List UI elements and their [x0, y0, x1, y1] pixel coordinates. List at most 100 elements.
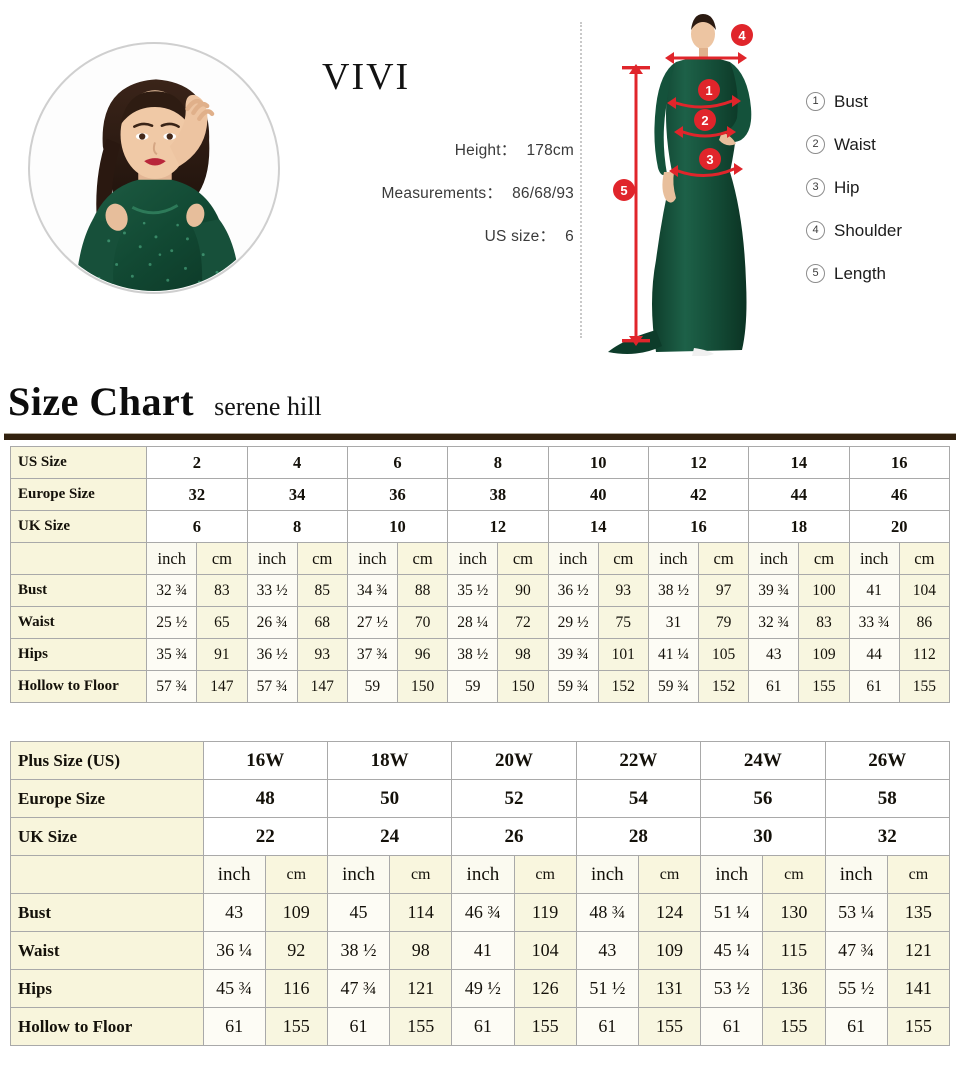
model-info-block: VIVI Height： 178cm Measurements： 86/68/93 …	[312, 58, 574, 267]
unit-header-inch: inch	[848, 542, 900, 575]
size-value: 34	[246, 478, 348, 511]
cell-cm: 116	[264, 969, 328, 1008]
row-label: UK Size	[9, 510, 148, 543]
cell-cm: 85	[296, 574, 348, 607]
cell-cm: 155	[637, 1007, 702, 1046]
cell-cm: 147	[296, 670, 348, 703]
cell-inch: 59	[346, 670, 399, 703]
size-value: 38	[447, 478, 549, 511]
cell-inch: 29 ½	[547, 606, 599, 639]
row-europe-size: Europe Size 48 50 52 54 56 58	[10, 779, 951, 818]
legend-item-hip: 3 Hip	[806, 166, 956, 209]
row-waist: Waist 36 ¼ 92 38 ½ 98 41 104 43 109 45 ¼ 115 47 ¾ 12…	[10, 931, 951, 970]
size-value: 12	[447, 510, 549, 543]
measurement-legend: 1 Bust 2 Waist 3 Hip 4 Shoulder 5 Length	[806, 80, 956, 295]
unit-header-cm: cm	[597, 542, 649, 575]
cell-inch: 44	[848, 638, 900, 671]
cell-cm: 90	[497, 574, 549, 607]
size-value: 20	[848, 510, 951, 543]
cell-cm: 150	[397, 670, 449, 703]
cell-cm: 126	[513, 969, 577, 1008]
cell-cm: 91	[196, 638, 248, 671]
size-value: 18	[748, 510, 850, 543]
cell-inch: 36 ½	[246, 638, 298, 671]
unit-header-cm: cm	[397, 542, 449, 575]
row-label: Hips	[10, 969, 204, 1008]
cell-cm: 119	[513, 893, 577, 932]
cell-cm: 141	[886, 969, 951, 1008]
gown-measurement-illustration: 1 2 3 4 5	[598, 12, 798, 356]
row-label-empty	[10, 855, 204, 894]
cell-inch: 59 ¾	[547, 670, 599, 703]
cell-cm: 109	[637, 931, 702, 970]
unit-header-inch: inch	[447, 542, 499, 575]
size-value: 40	[547, 478, 649, 511]
unit-header-cm: cm	[762, 855, 826, 894]
unit-header-cm: cm	[296, 542, 348, 575]
row-bust: Bust 32 ¾ 83 33 ½ 85 34 ¾ 88 35 ½ 90 36 ½ 93 38 ½ 97…	[9, 574, 951, 607]
model-measurements-value: 86/68/93	[512, 185, 574, 202]
size-value: 56	[700, 779, 826, 818]
row-us-size: US Size 2 4 6 8 10 12 14 16	[9, 446, 951, 479]
cell-inch: 25 ½	[146, 606, 198, 639]
cell-inch: 61	[824, 1007, 888, 1046]
cell-cm: 93	[296, 638, 348, 671]
measurement-diagram: 1 2 3 4 5	[598, 12, 798, 356]
row-unit-headers: inch cm inch cm inch cm inch cm inch cm inch cm inch…	[9, 542, 951, 575]
cell-inch: 33 ½	[246, 574, 298, 607]
cell-inch: 34 ¾	[346, 574, 399, 607]
size-value: 24W	[700, 741, 826, 780]
unit-header-inch: inch	[700, 855, 764, 894]
cell-cm: 136	[762, 969, 826, 1008]
size-value: 14	[748, 446, 850, 479]
cell-cm: 104	[513, 931, 577, 970]
cell-inch: 55 ½	[824, 969, 888, 1008]
cell-cm: 83	[798, 606, 850, 639]
row-hips: Hips 45 ¾ 116 47 ¾ 121 49 ½ 126 51 ½ 131 53 ½ 136 5…	[10, 969, 951, 1008]
svg-text:1: 1	[705, 83, 712, 98]
cell-cm: 152	[698, 670, 750, 703]
cell-inch: 32 ¾	[748, 606, 800, 639]
cell-cm: 155	[513, 1007, 577, 1046]
size-value: 28	[575, 817, 702, 856]
cell-inch: 45 ¼	[700, 931, 764, 970]
row-europe-size: Europe Size 32 34 36 38 40 42 44 46	[9, 478, 951, 511]
cell-cm: 92	[264, 931, 328, 970]
size-value: 10	[346, 510, 449, 543]
legend-number-icon: 4	[806, 221, 825, 240]
row-label: Waist	[10, 931, 204, 970]
model-ussize-row: US size： 6	[312, 224, 574, 246]
row-hollow-to-floor: Hollow to Floor 57 ¾ 147 57 ¾ 147 59 150 59 150 5…	[9, 670, 951, 703]
svg-text:4: 4	[738, 28, 746, 43]
row-label-empty	[9, 542, 148, 575]
cell-cm: 121	[389, 969, 453, 1008]
unit-header-cm: cm	[497, 542, 549, 575]
cell-inch: 31	[647, 606, 700, 639]
size-value: 26W	[824, 741, 951, 780]
cell-inch: 41	[451, 931, 515, 970]
cell-cm: 93	[597, 574, 649, 607]
cell-cm: 86	[898, 606, 951, 639]
cell-inch: 35 ½	[447, 574, 499, 607]
cell-inch: 59 ¾	[647, 670, 700, 703]
cell-inch: 39 ¾	[748, 574, 800, 607]
size-chart-title-band: Size Chart serene hill	[0, 372, 960, 446]
model-height-label: Height：	[454, 142, 517, 159]
table-spacer	[0, 703, 960, 741]
marker-4-shoulder	[731, 24, 753, 46]
row-us-size: Plus Size (US) 16W 18W 20W 22W 24W 26W	[10, 741, 951, 780]
cell-cm: 83	[196, 574, 248, 607]
legend-number-icon: 3	[806, 178, 825, 197]
legend-number-icon: 1	[806, 92, 825, 111]
cell-cm: 131	[637, 969, 702, 1008]
plus-size-table-block: Plus Size (US) 16W 18W 20W 22W 24W 26W Europe S…	[0, 741, 960, 1046]
standard-size-table: US Size 2 4 6 8 10 12 14 16 Europe Size 32 34 36 38 40…	[9, 446, 951, 703]
cell-cm: 100	[798, 574, 850, 607]
cell-cm: 150	[497, 670, 549, 703]
model-ussize-label: US size：	[484, 228, 556, 245]
cell-cm: 105	[698, 638, 750, 671]
size-value: 52	[451, 779, 577, 818]
cell-cm: 155	[389, 1007, 453, 1046]
unit-header-inch: inch	[146, 542, 198, 575]
